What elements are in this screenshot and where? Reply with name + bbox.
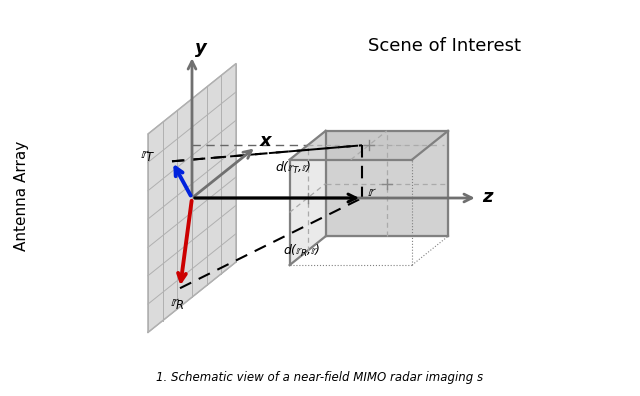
Text: z: z — [483, 188, 493, 206]
Text: y: y — [195, 39, 207, 57]
Polygon shape — [290, 131, 326, 265]
Text: x: x — [260, 132, 271, 150]
Text: 1. Schematic view of a near-field MIMO radar imaging s: 1. Schematic view of a near-field MIMO r… — [156, 371, 484, 384]
Text: Scene of Interest: Scene of Interest — [369, 37, 522, 55]
Text: $\mathbb{r}_R$: $\mathbb{r}_R$ — [170, 293, 185, 311]
Polygon shape — [148, 64, 236, 332]
Polygon shape — [290, 131, 448, 160]
Text: d($\mathbb{r}_R$,$\mathbb{r}$): d($\mathbb{r}_R$,$\mathbb{r}$) — [283, 243, 320, 259]
Text: $\mathbb{r}$: $\mathbb{r}$ — [367, 182, 377, 200]
Text: d($\mathbb{r}_T$,$\mathbb{r}$): d($\mathbb{r}_T$,$\mathbb{r}$) — [275, 160, 312, 176]
Text: $\mathbb{r}_T$: $\mathbb{r}_T$ — [140, 145, 156, 163]
Text: Antenna Array: Antenna Array — [15, 141, 29, 251]
Polygon shape — [326, 131, 448, 236]
